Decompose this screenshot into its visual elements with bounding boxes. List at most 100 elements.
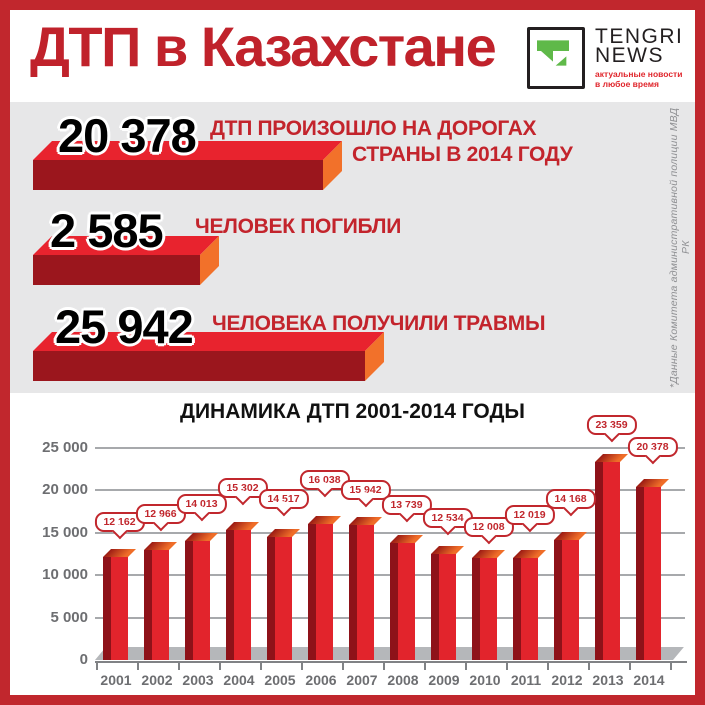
chart-bar xyxy=(636,487,661,660)
x-axis-tick xyxy=(628,661,631,670)
chart-bar xyxy=(472,558,497,660)
chart-bar xyxy=(185,541,210,660)
x-axis-tick xyxy=(95,661,98,670)
x-axis-tick xyxy=(341,661,344,670)
data-source-note: *Данные Комитета административной полици… xyxy=(668,107,692,388)
chart-bar-top-face xyxy=(349,517,382,525)
y-axis-label: 0 xyxy=(79,651,88,668)
x-axis-label: 2003 xyxy=(182,672,214,688)
chart-bar xyxy=(595,462,620,660)
x-axis-tick xyxy=(218,661,221,670)
chart-bar-top-face xyxy=(144,542,177,550)
bar-value-callout: 13 739 xyxy=(381,495,432,515)
x-axis-tick xyxy=(136,661,139,670)
logo-tagline-line2: в любое время xyxy=(595,78,659,89)
x-axis-label: 2002 xyxy=(141,672,173,688)
x-axis-tick xyxy=(177,661,180,670)
chart-bar xyxy=(226,530,251,660)
x-axis-label: 2001 xyxy=(100,672,132,688)
chart-bar-top-face xyxy=(554,532,587,540)
y-axis-label: 15 000 xyxy=(42,523,88,541)
x-axis-label: 2006 xyxy=(305,672,337,688)
chart-bar-top-face xyxy=(390,535,423,543)
chart-bar-top-face xyxy=(226,522,259,530)
x-axis-tick xyxy=(300,661,303,670)
stat-value: 2 585 xyxy=(50,204,164,257)
bar-value-callout: 15 942 xyxy=(340,480,391,500)
bar-value-callout: 23 359 xyxy=(586,415,637,435)
chart-bar xyxy=(349,525,374,660)
x-axis-tick xyxy=(669,661,672,670)
stat-3d-bar xyxy=(33,236,219,285)
chart-bar xyxy=(513,558,538,660)
chart-bar xyxy=(554,540,579,660)
x-axis-tick xyxy=(464,661,467,670)
stat-label: ЧЕЛОВЕК ПОГИБЛИ xyxy=(195,215,401,238)
stat-row: 20 378 ДТП ПРОИЗОШЛО НА ДОРОГАХ СТРАНЫ В 2… xyxy=(10,108,695,200)
x-axis-label: 2007 xyxy=(346,672,378,688)
y-gridline xyxy=(95,447,685,449)
stat-value: 20 378 xyxy=(58,109,197,162)
x-axis-label: 2004 xyxy=(223,672,255,688)
chart-bar-top-face xyxy=(185,533,218,541)
x-axis-tick xyxy=(423,661,426,670)
stat-bar-front-face xyxy=(33,160,323,190)
chart-bar xyxy=(390,543,415,660)
x-axis-tick xyxy=(259,661,262,670)
chart-bar-top-face xyxy=(595,454,628,462)
logo-name-line1: TENGRI xyxy=(595,25,684,48)
y-axis-label: 20 000 xyxy=(42,481,88,499)
chart-bar-top-face xyxy=(267,529,300,537)
bar-value-callout: 20 378 xyxy=(627,437,678,457)
y-axis-label: 5 000 xyxy=(50,608,88,626)
x-axis-tick xyxy=(587,661,590,670)
chart-bar-top-face xyxy=(513,550,546,558)
tengrinews-logo-box xyxy=(527,27,585,89)
stat-bar-front-face xyxy=(33,255,200,285)
bar-value-callout: 12 534 xyxy=(422,508,473,528)
bar-value-callout: 12 966 xyxy=(135,504,186,524)
chart-bar-top-face xyxy=(636,479,669,487)
logo-tagline-line1: актуальные новости xyxy=(595,69,683,79)
stat-bar-front-face xyxy=(33,351,365,381)
tengrinews-logo-text: TENGRI NEWS актуальные новости в любое в… xyxy=(595,25,684,89)
bar-value-callout: 14 517 xyxy=(258,489,309,509)
stat-row: 25 942 ЧЕЛОВЕКА ПОЛУЧИЛИ ТРАВМЫ xyxy=(10,299,695,391)
chart-bar-top-face xyxy=(103,549,136,557)
stats-panel: 20 378 ДТП ПРОИЗОШЛО НА ДОРОГАХ СТРАНЫ В 2… xyxy=(10,102,695,393)
tengrinews-logo: TENGRI NEWS актуальные новости в любое в… xyxy=(527,25,692,91)
x-axis-tick xyxy=(505,661,508,670)
y-gridline xyxy=(95,531,685,534)
x-axis-label: 2013 xyxy=(592,672,624,688)
x-axis-label: 2005 xyxy=(264,672,296,688)
bar-value-callout: 15 302 xyxy=(217,478,268,498)
bar-value-callout: 14 013 xyxy=(176,494,227,514)
chart-bar xyxy=(267,537,292,660)
bar-value-callout: 12 008 xyxy=(463,517,514,537)
x-axis-label: 2014 xyxy=(633,672,665,688)
x-axis-label: 2011 xyxy=(510,672,542,688)
stat-label: ЧЕЛОВЕКА ПОЛУЧИЛИ ТРАВМЫ xyxy=(212,312,546,335)
chart-bar-top-face xyxy=(431,546,464,554)
stat-label: ДТП ПРОИЗОШЛО НА ДОРОГАХ СТРАНЫ В 2014 ГО… xyxy=(210,117,573,166)
chart-bar-top-face xyxy=(472,550,505,558)
y-axis-label: 25 000 xyxy=(42,439,88,456)
x-axis-tick xyxy=(546,661,549,670)
stat-row: 2 585 ЧЕЛОВЕК ПОГИБЛИ xyxy=(10,203,695,295)
chart-title: ДИНАМИКА ДТП 2001-2014 ГОДЫ xyxy=(180,400,525,423)
x-axis-line xyxy=(95,661,687,663)
bar-value-callout: 14 168 xyxy=(545,489,596,509)
stat-3d-bar xyxy=(33,332,384,381)
x-axis-label: 2009 xyxy=(428,672,460,688)
chart-bar xyxy=(431,554,456,660)
logo-name-line2: NEWS xyxy=(595,44,664,67)
chart-bar xyxy=(308,524,333,660)
chart-bar xyxy=(103,557,128,660)
chart-bar xyxy=(144,550,169,660)
x-axis-label: 2010 xyxy=(469,672,501,688)
x-axis-tick xyxy=(382,661,385,670)
stat-3d-bar xyxy=(33,141,342,190)
y-axis-label: 10 000 xyxy=(42,566,88,584)
